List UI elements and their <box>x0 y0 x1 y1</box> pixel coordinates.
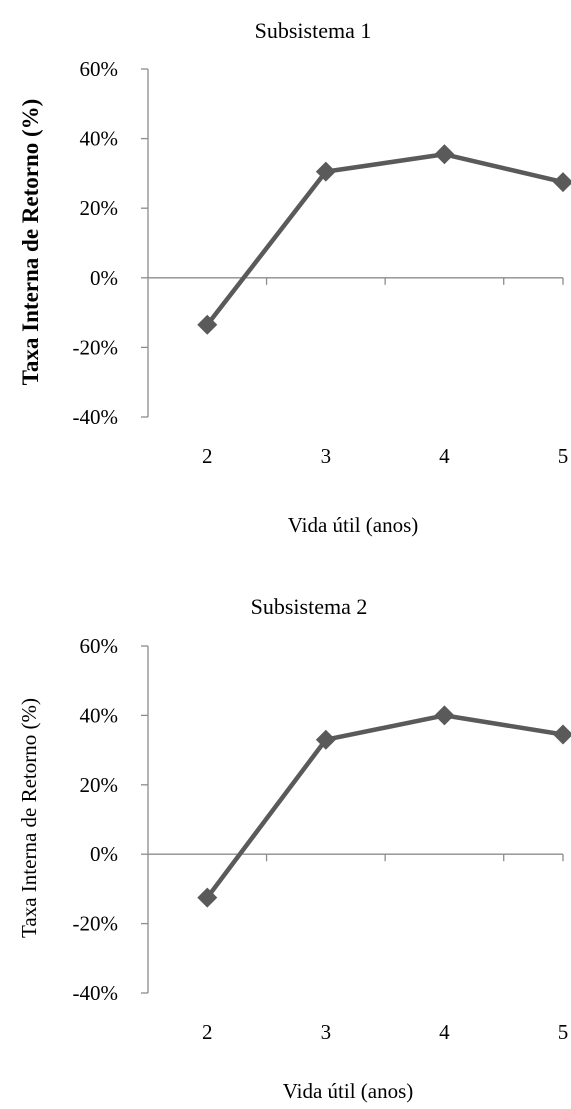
chart-1-x-tick-labels: 2 3 4 5 <box>202 444 568 468</box>
chart-2-ylabel: Taxa Interna de Retorno (%) <box>17 698 41 938</box>
data-point-marker <box>434 144 455 165</box>
data-point-marker <box>197 887 218 908</box>
series-line <box>205 152 564 327</box>
data-point-marker <box>197 314 218 335</box>
x-tick-label: 2 <box>202 444 213 468</box>
y-tick-label: -20% <box>73 912 119 936</box>
y-tick-label: -20% <box>73 335 119 359</box>
y-tick-label: -40% <box>73 405 119 429</box>
data-point-marker <box>434 705 455 726</box>
chart-1-xlabel: Vida útil (anos) <box>288 513 419 537</box>
x-tick-label: 3 <box>321 1020 332 1044</box>
x-tick-label: 5 <box>558 1020 569 1044</box>
data-point-marker <box>553 724 571 745</box>
y-tick-label: 40% <box>80 703 119 727</box>
chart-subsistema-1: Subsistema 1 Taxa Interna de Retorno (%)… <box>18 18 571 537</box>
y-tick-label: 60% <box>80 634 119 658</box>
x-tick-label: 4 <box>439 1020 450 1044</box>
y-tick-label: 40% <box>80 127 119 151</box>
y-tick-label: 0% <box>90 842 118 866</box>
chart-2-x-tick-labels: 2 3 4 5 <box>202 1020 568 1044</box>
x-tick-label: 5 <box>558 444 569 468</box>
data-point-marker <box>315 729 336 750</box>
chart-1-y-tick-labels: -40% -20% 0% 20% 40% 60% <box>73 57 119 429</box>
chart-2-series <box>197 705 571 908</box>
y-tick-label: 0% <box>90 266 118 290</box>
y-tick-label: -40% <box>73 981 119 1005</box>
x-tick-label: 4 <box>439 444 450 468</box>
y-tick-label: 20% <box>80 773 119 797</box>
data-point-marker <box>315 161 336 182</box>
chart-1-axes <box>141 68 564 418</box>
chart-1-series <box>197 144 571 335</box>
series-line <box>205 713 564 899</box>
data-point-marker <box>553 172 571 193</box>
chart-subsistema-2: Subsistema 2 Taxa Interna de Retorno (%)… <box>17 594 571 1103</box>
chart-2-axes <box>141 645 564 994</box>
x-tick-label: 3 <box>321 444 332 468</box>
chart-1-title: Subsistema 1 <box>255 18 372 43</box>
y-tick-label: 20% <box>80 196 119 220</box>
x-tick-label: 2 <box>202 1020 213 1044</box>
y-tick-label: 60% <box>80 57 119 81</box>
chart-2-title: Subsistema 2 <box>251 594 368 619</box>
chart-2-y-tick-labels: -40% -20% 0% 20% 40% 60% <box>73 634 119 1005</box>
chart-1-ylabel: Taxa Interna de Retorno (%) <box>18 99 43 386</box>
chart-2-xlabel: Vida útil (anos) <box>283 1079 414 1103</box>
